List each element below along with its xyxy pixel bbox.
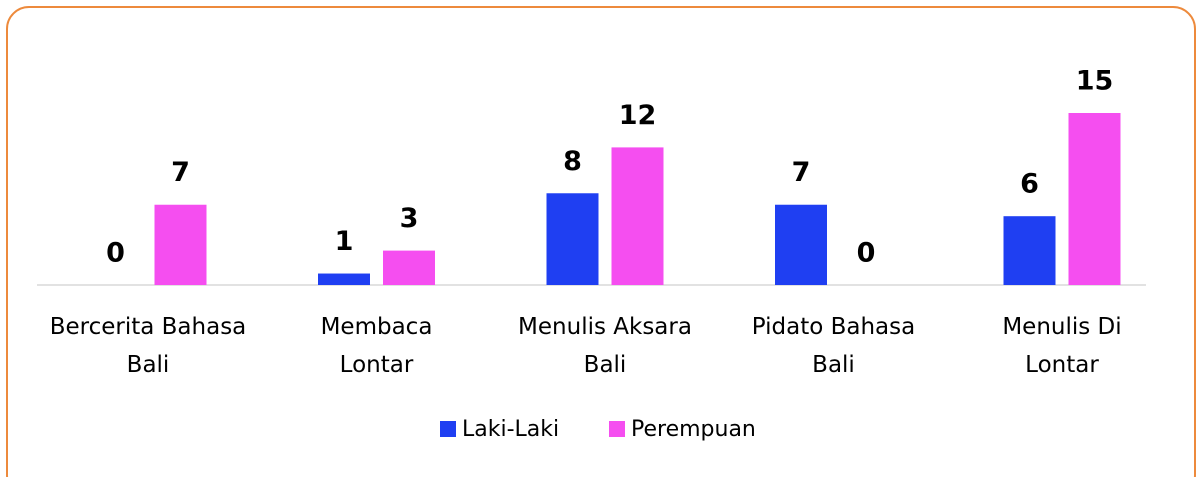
- value-label: 15: [1076, 66, 1114, 97]
- x-tick-label: Pidato Bahasa Bali: [751, 314, 916, 378]
- value-label: 3: [400, 203, 419, 234]
- x-tick-label: Membaca Lontar: [320, 314, 433, 378]
- x-tick-label: Menulis Di Lontar: [1002, 314, 1122, 378]
- bar: [611, 147, 664, 285]
- legend-swatch: [440, 421, 456, 437]
- bar: [154, 204, 207, 285]
- bar: [775, 204, 827, 285]
- bar: [1068, 113, 1121, 285]
- x-tick-label: Bercerita Bahasa Bali: [49, 314, 247, 378]
- bar: [318, 273, 370, 285]
- legend-label: Perempuan: [631, 417, 756, 442]
- value-label: 0: [857, 238, 876, 269]
- bar: [383, 250, 435, 285]
- bar: [1003, 216, 1056, 285]
- bar: [546, 193, 599, 285]
- value-label: 8: [563, 146, 582, 177]
- x-tick-label: Menulis Aksara Bali: [518, 314, 692, 378]
- value-label: 7: [171, 157, 190, 188]
- value-label: 12: [619, 100, 657, 131]
- legend-label: Laki-Laki: [462, 417, 559, 442]
- value-label: 1: [335, 226, 354, 257]
- value-label: 0: [106, 238, 125, 269]
- frame-border: [6, 6, 1196, 477]
- value-label: 7: [792, 157, 811, 188]
- value-label: 6: [1020, 169, 1039, 200]
- legend-swatch: [609, 421, 625, 437]
